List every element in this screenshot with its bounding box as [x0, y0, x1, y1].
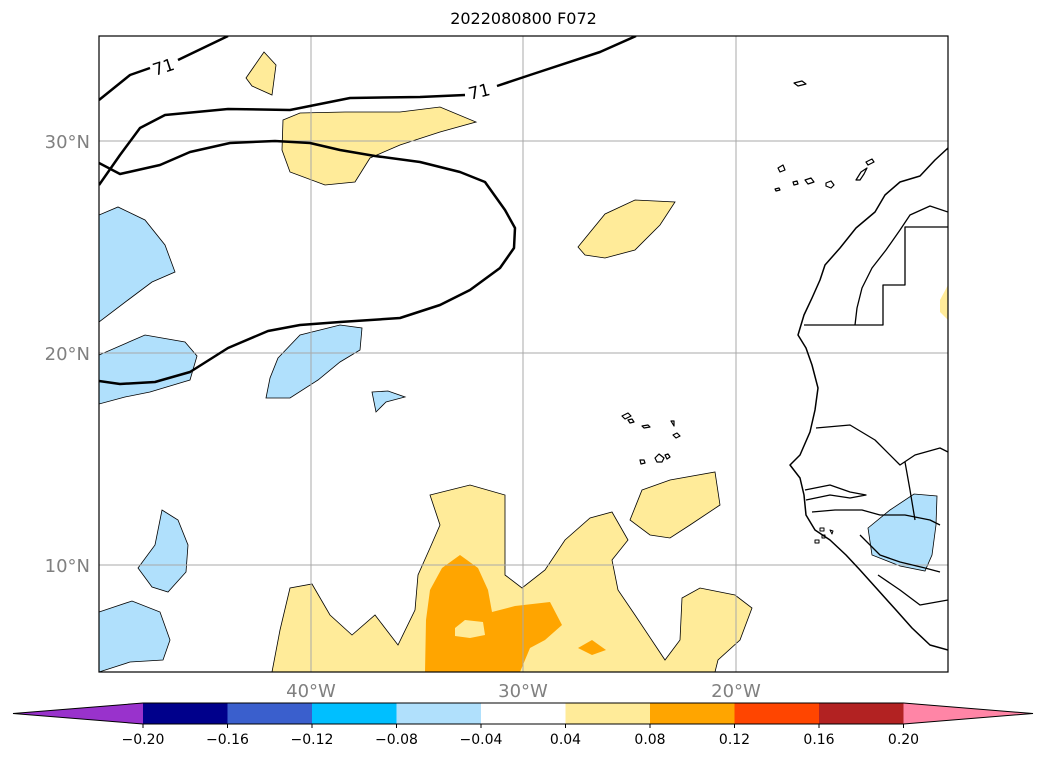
lat-label-20n: 20°N: [45, 344, 90, 365]
neg-anomaly-region-36w-18n: [371, 390, 407, 413]
neg-anomaly-region-west-25n: [99, 206, 176, 323]
lat-label-30n: 30°N: [45, 132, 90, 153]
contour-label-71-b: 71: [466, 80, 492, 105]
contour-line-north: [99, 36, 229, 101]
map-frame: [98, 35, 949, 673]
map-title: 2022080800 F072: [450, 9, 597, 28]
colorbar-tick-label: −0.12: [291, 732, 334, 748]
pos-anomaly-region-27w-26n: [577, 199, 676, 259]
colorbar-tick-label: −0.08: [375, 732, 418, 748]
mauritania-border: [815, 424, 948, 466]
colorbar-tick-label: 0.04: [550, 732, 581, 748]
pos-anomaly-region-33n: [245, 51, 277, 96]
colorbar-tick-label: 0.16: [803, 732, 834, 748]
colorbar-segment: [143, 703, 228, 724]
colorbar-segment: [481, 703, 566, 724]
colorbar-segment: [565, 703, 651, 724]
colorbar-segment: [227, 703, 313, 724]
sierra-leone-border: [877, 574, 948, 606]
colorbar-extend-low: [13, 703, 143, 724]
colorbar-tick-label: 0.12: [719, 732, 750, 748]
mali-border: [904, 461, 916, 521]
neg-anomaly-region-africa: [867, 493, 938, 572]
colorbar-tick-label: −0.20: [122, 732, 165, 748]
madeira-island: [793, 80, 807, 87]
pos-anomaly-region-30n: [281, 106, 478, 186]
guinea-border-2: [859, 534, 941, 573]
pos-anomaly-region-24w-13n: [629, 471, 721, 539]
western-sahara-border: [804, 226, 948, 326]
guinea-border: [811, 509, 941, 526]
colorbar: −0.20 −0.16 −0.12 −0.08 −0.04 0.04 0.08 0.12 0.1…: [12, 702, 1034, 748]
neg-anomaly-region-west-20n: [99, 334, 198, 405]
colorbar-segment: [734, 703, 820, 724]
gridlines: [99, 36, 948, 672]
neg-anomaly-region-42w-20n: [265, 324, 363, 399]
colorbar-tick-label: −0.04: [460, 732, 503, 748]
lon-label-40w: 40°W: [286, 681, 336, 702]
colorbar-extend-high: [903, 703, 1033, 724]
lat-label-10n: 10°N: [45, 556, 90, 577]
colorbar-segment: [312, 703, 397, 724]
contour-label-71-a: 71: [150, 55, 177, 81]
strong-pos-anomaly-small: [578, 640, 606, 655]
pos-anomaly-region-africa-coast: [940, 285, 948, 320]
colorbar-segment: [396, 703, 482, 724]
senegal-border: [804, 484, 867, 501]
neg-anomaly-region-west-6n: [99, 600, 171, 672]
anomaly-fill-layer: [99, 51, 948, 672]
colorbar-tick-label: 0.08: [634, 732, 665, 748]
contour-71: [99, 36, 637, 386]
contour-line-loop: [99, 139, 517, 386]
bijagos-islands: [814, 527, 834, 544]
lon-label-30w: 30°W: [498, 681, 548, 702]
canary-islands: [774, 158, 875, 192]
morocco-border: [854, 205, 948, 326]
colorbar-segment: [819, 703, 904, 724]
africa-coastline: [789, 147, 948, 651]
pos-anomaly-hole: [455, 620, 485, 638]
strong-pos-anomaly-region: [425, 555, 562, 672]
pos-anomaly-region-south: [271, 484, 753, 672]
colorbar-segment: [650, 703, 735, 724]
cape-verde-islands: [621, 412, 681, 465]
colorbar-tick-label: 0.20: [888, 732, 919, 748]
neg-anomaly-region-west-10n: [137, 509, 189, 593]
lon-label-20w: 20°W: [711, 681, 761, 702]
coastlines: [621, 80, 948, 651]
contour-line-main: [99, 36, 637, 186]
colorbar-tick-label: −0.16: [206, 732, 249, 748]
